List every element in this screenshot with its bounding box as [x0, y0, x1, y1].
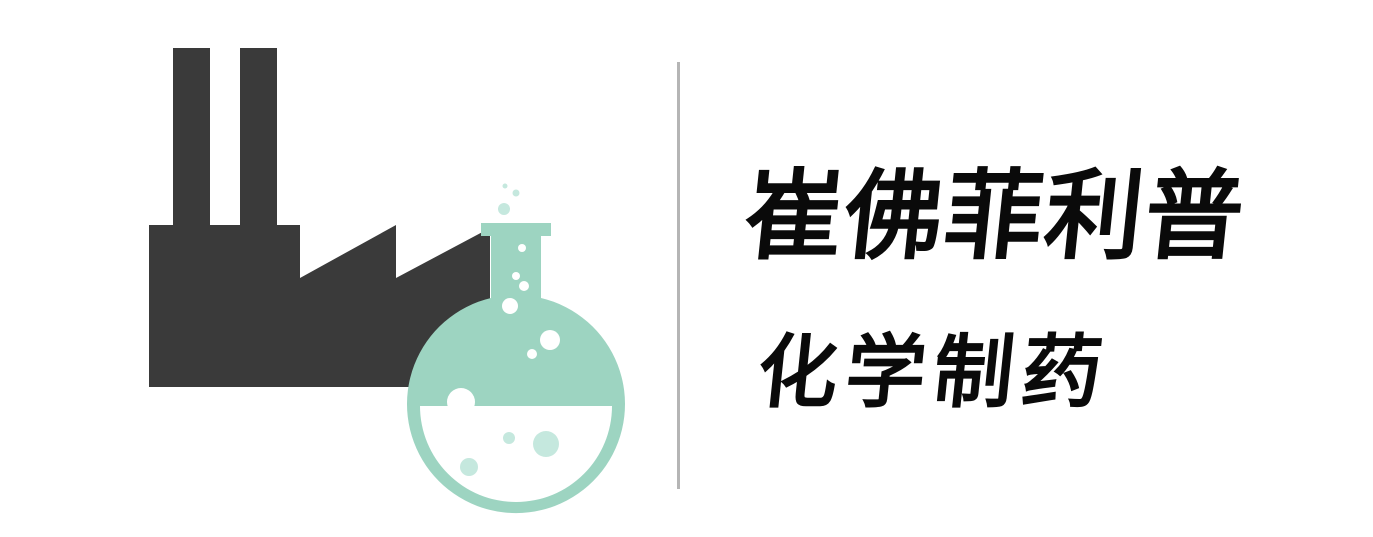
bubble — [498, 203, 510, 215]
bubble — [527, 349, 537, 359]
bubble — [502, 298, 518, 314]
bubble — [512, 189, 520, 197]
bubble — [518, 244, 526, 252]
factory-building — [149, 225, 490, 387]
factory-chimney-right — [240, 48, 277, 230]
flask-icon — [406, 183, 625, 514]
factory-icon — [149, 48, 490, 387]
bubble — [512, 272, 520, 280]
company-name: 崔佛菲利普 — [739, 159, 1252, 274]
factory-chimney-left — [173, 48, 210, 230]
bubble — [533, 431, 559, 457]
bubble — [503, 432, 515, 444]
tagline: 化学制药 — [753, 325, 1115, 419]
bubble — [460, 458, 478, 476]
bubble — [447, 388, 475, 416]
bubble — [519, 281, 529, 291]
bubble — [502, 183, 508, 189]
bubble — [540, 330, 560, 350]
flask-liquid — [420, 406, 612, 502]
